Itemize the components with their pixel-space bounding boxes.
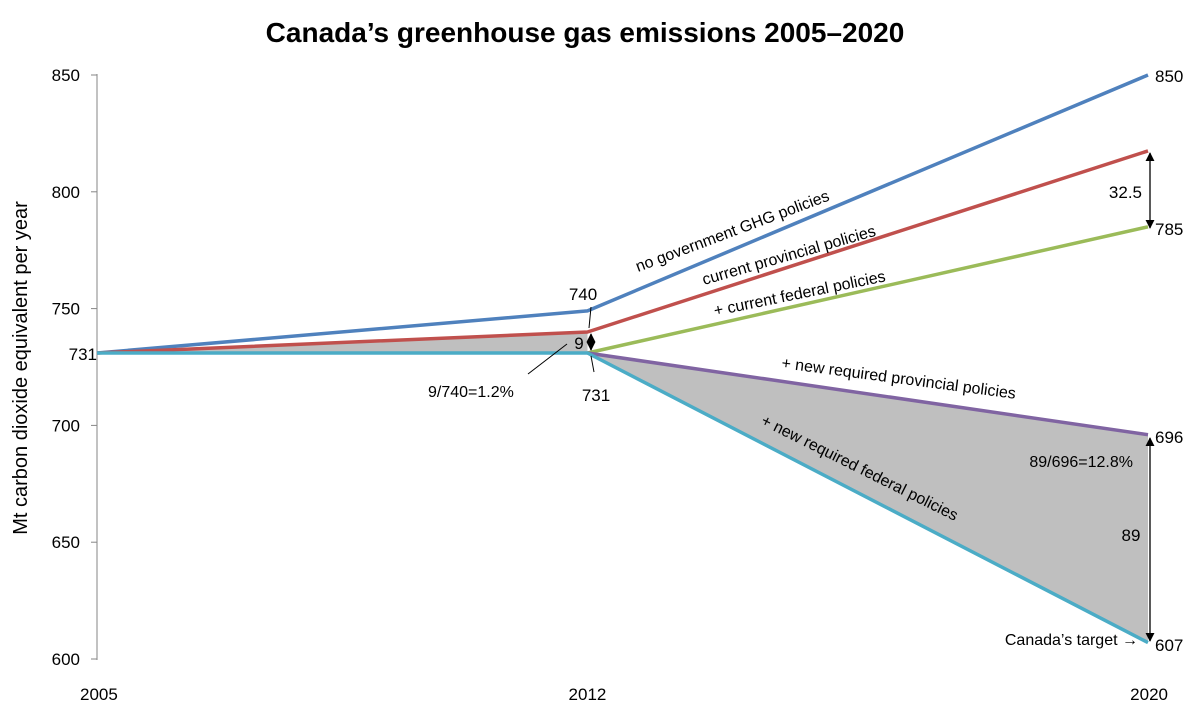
leader-line-731 bbox=[590, 355, 595, 373]
series-line-new-required-federal-policies bbox=[97, 351, 1149, 645]
gap-label-89: 89 bbox=[1122, 526, 1141, 545]
pct-label-2020: 89/696=12.8% bbox=[1029, 454, 1133, 471]
series-line-current-provincial-policies bbox=[96, 149, 1149, 355]
chart-title: Canada’s greenhouse gas emissions 2005–2… bbox=[266, 17, 905, 48]
x-tick-label: 2005 bbox=[80, 685, 118, 704]
x-tick-label: 2020 bbox=[1130, 685, 1168, 704]
series-line-current-federal-policies bbox=[587, 225, 1149, 355]
end-label-607: 607 bbox=[1155, 636, 1183, 655]
y-tick-label: 700 bbox=[52, 416, 80, 435]
series-line-no-government-ghg-policies bbox=[96, 73, 1149, 355]
gap-label-32-5: 32.5 bbox=[1109, 183, 1142, 202]
leader-line-pct-2012 bbox=[527, 343, 568, 375]
series-lines bbox=[96, 73, 1149, 645]
y-tick-label: 650 bbox=[52, 533, 80, 552]
y-tick-label: 850 bbox=[52, 66, 80, 85]
shaded-gap-areas bbox=[97, 332, 1148, 643]
end-label-850: 850 bbox=[1155, 67, 1183, 86]
series-line-new-required-provincial-policies bbox=[587, 351, 1149, 437]
value-label-740: 740 bbox=[569, 285, 597, 304]
y-tick-label: 800 bbox=[52, 183, 80, 202]
y-tick-label: 750 bbox=[52, 300, 80, 319]
y-tick-label: 600 bbox=[52, 650, 80, 669]
x-axis-ticks: 2005 2012 2020 bbox=[80, 685, 1168, 704]
pct-label-2012: 9/740=1.2% bbox=[428, 384, 514, 401]
leader-line-740 bbox=[588, 306, 592, 329]
gap-label-9: 9 bbox=[574, 334, 583, 353]
y-axis-ticks: 600 650 700 750 800 850 bbox=[52, 66, 97, 669]
value-label-731-2005: 731 bbox=[69, 345, 97, 364]
y-axis-title: Mt carbon dioxide equivalent per year bbox=[10, 201, 32, 535]
x-tick-label: 2012 bbox=[569, 685, 607, 704]
value-label-731-2012: 731 bbox=[582, 386, 610, 405]
target-label: Canada’s target → bbox=[1005, 632, 1138, 649]
end-label-785: 785 bbox=[1155, 220, 1183, 239]
end-label-696: 696 bbox=[1155, 428, 1183, 447]
